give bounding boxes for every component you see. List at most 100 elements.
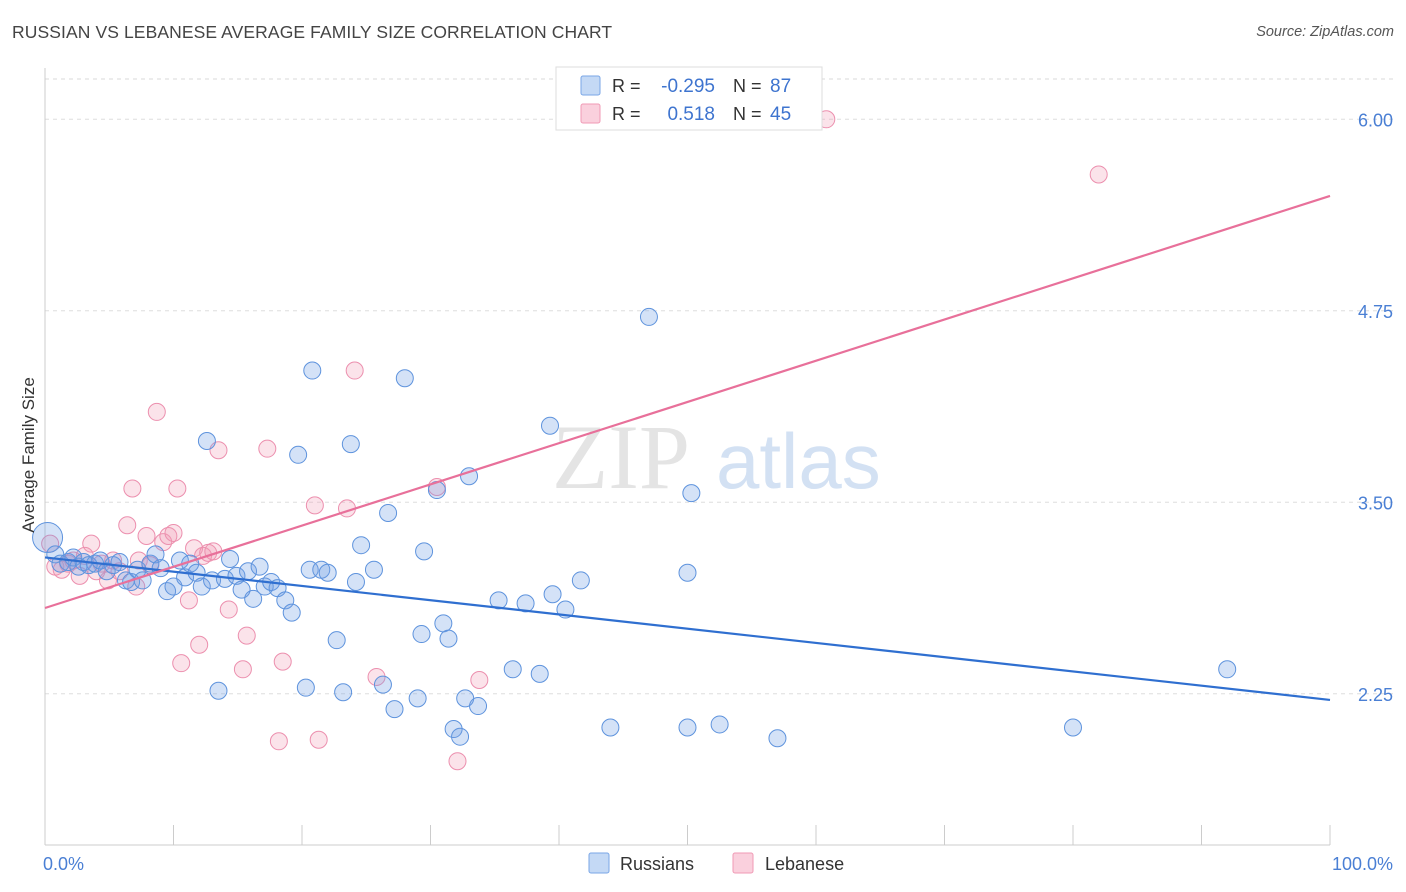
russians-point xyxy=(192,577,211,596)
lebanese-point xyxy=(233,660,252,679)
russians-point xyxy=(469,697,488,716)
russians-point xyxy=(334,683,353,702)
russians-point xyxy=(346,572,365,591)
russians-n-label: N = xyxy=(733,76,762,96)
lebanese-point xyxy=(273,652,292,671)
russians-r-label: R = xyxy=(612,76,641,96)
russians-point xyxy=(395,369,414,388)
russians-point xyxy=(303,361,322,380)
lebanese-n-value: 45 xyxy=(770,104,791,125)
lebanese-point xyxy=(237,626,256,645)
russians-point xyxy=(516,594,535,613)
lebanese-point xyxy=(258,439,277,458)
russians-point xyxy=(296,678,315,697)
series-legend: Russians Lebanese xyxy=(588,852,844,874)
chart-title: RUSSIAN VS LEBANESE AVERAGE FAMILY SIZE … xyxy=(12,22,613,42)
source-label: Source: ZipAtlas.com xyxy=(1256,24,1394,40)
russians-point xyxy=(451,727,470,746)
x-tick-label-min: 0.0% xyxy=(43,854,84,874)
russians-point xyxy=(250,557,269,576)
watermark-atlas: atlas xyxy=(716,417,881,505)
russians-point xyxy=(541,416,560,435)
lebanese-point xyxy=(179,591,198,610)
lebanese-point xyxy=(168,479,187,498)
lebanese-trendline xyxy=(44,194,1331,610)
russians-point xyxy=(318,563,337,582)
watermark-zip: ZIP xyxy=(552,406,690,508)
stats-legend: R = -0.295 N = 87 R = 0.518 N = 45 xyxy=(555,66,823,131)
lebanese-point xyxy=(367,667,386,686)
y-tick-label: 4.75 xyxy=(1358,302,1393,322)
lebanese-n-label: N = xyxy=(733,104,762,124)
lebanese-point xyxy=(82,534,101,553)
russians-point xyxy=(444,720,463,739)
russians-point xyxy=(364,560,383,579)
lebanese-point xyxy=(172,654,191,673)
legend-lebanese-swatch xyxy=(732,852,754,874)
russians-point xyxy=(170,551,189,570)
russians-point xyxy=(197,432,216,451)
lebanese-point xyxy=(1089,165,1108,184)
y-axis-title: Average Family Size xyxy=(19,377,38,533)
russians-point xyxy=(571,571,590,590)
lebanese-point xyxy=(164,523,183,542)
lebanese-point xyxy=(159,527,178,546)
lebanese-point xyxy=(190,635,209,654)
lebanese-point xyxy=(269,732,288,751)
russians-r-value: -0.295 xyxy=(661,76,715,97)
lebanese-swatch xyxy=(580,103,601,124)
russians-point xyxy=(158,582,177,601)
lebanese-point xyxy=(309,730,328,749)
lebanese-point xyxy=(118,516,137,535)
russians-point xyxy=(412,625,431,644)
lebanese-point xyxy=(137,527,156,546)
lebanese-point xyxy=(123,479,142,498)
russians-point xyxy=(503,660,522,679)
russians-point xyxy=(379,504,398,523)
russians-point xyxy=(543,585,562,604)
lebanese-r-value: 0.518 xyxy=(667,104,715,125)
lebanese-point xyxy=(345,361,364,380)
russians-point xyxy=(639,307,658,326)
russians-swatch xyxy=(580,75,601,96)
russians-point xyxy=(373,675,392,694)
lebanese-point xyxy=(147,402,166,421)
y-tick-label: 2.25 xyxy=(1358,685,1393,705)
russians-point xyxy=(341,435,360,454)
y-tick-label: 6.00 xyxy=(1358,110,1393,130)
russians-point xyxy=(768,729,787,748)
russians-trendline xyxy=(44,556,1331,702)
russians-point xyxy=(415,542,434,561)
russians-point xyxy=(678,718,697,737)
trendlines xyxy=(44,194,1331,702)
russians-point xyxy=(352,536,371,555)
y-tick-label: 3.50 xyxy=(1358,493,1393,513)
russians-point xyxy=(678,563,697,582)
russians-point xyxy=(710,715,729,734)
legend-russians-label: Russians xyxy=(620,854,694,874)
russians-point xyxy=(601,718,620,737)
legend-lebanese-label: Lebanese xyxy=(765,854,844,874)
russians-point xyxy=(110,553,129,572)
russians-point xyxy=(408,689,427,708)
tick-labels: 2.25 3.50 4.75 6.00 0.0% 100.0% xyxy=(43,110,1393,874)
russians-point xyxy=(385,700,404,719)
lebanese-point xyxy=(305,496,324,515)
russians-point xyxy=(244,589,263,608)
russians-point xyxy=(146,545,165,564)
lebanese-point xyxy=(448,752,467,771)
russians-point xyxy=(327,631,346,650)
legend-russians-swatch xyxy=(588,852,610,874)
lebanese-point xyxy=(470,671,489,690)
x-tick-label-max: 100.0% xyxy=(1332,854,1393,874)
russians-point xyxy=(682,484,701,503)
russians-point xyxy=(530,664,549,683)
russians-point xyxy=(434,614,453,633)
russians-point xyxy=(32,522,64,554)
russians-point xyxy=(221,549,240,568)
russians-point xyxy=(209,681,228,700)
russians-points xyxy=(32,307,1237,748)
russians-point xyxy=(289,445,308,464)
russians-point xyxy=(282,603,301,622)
